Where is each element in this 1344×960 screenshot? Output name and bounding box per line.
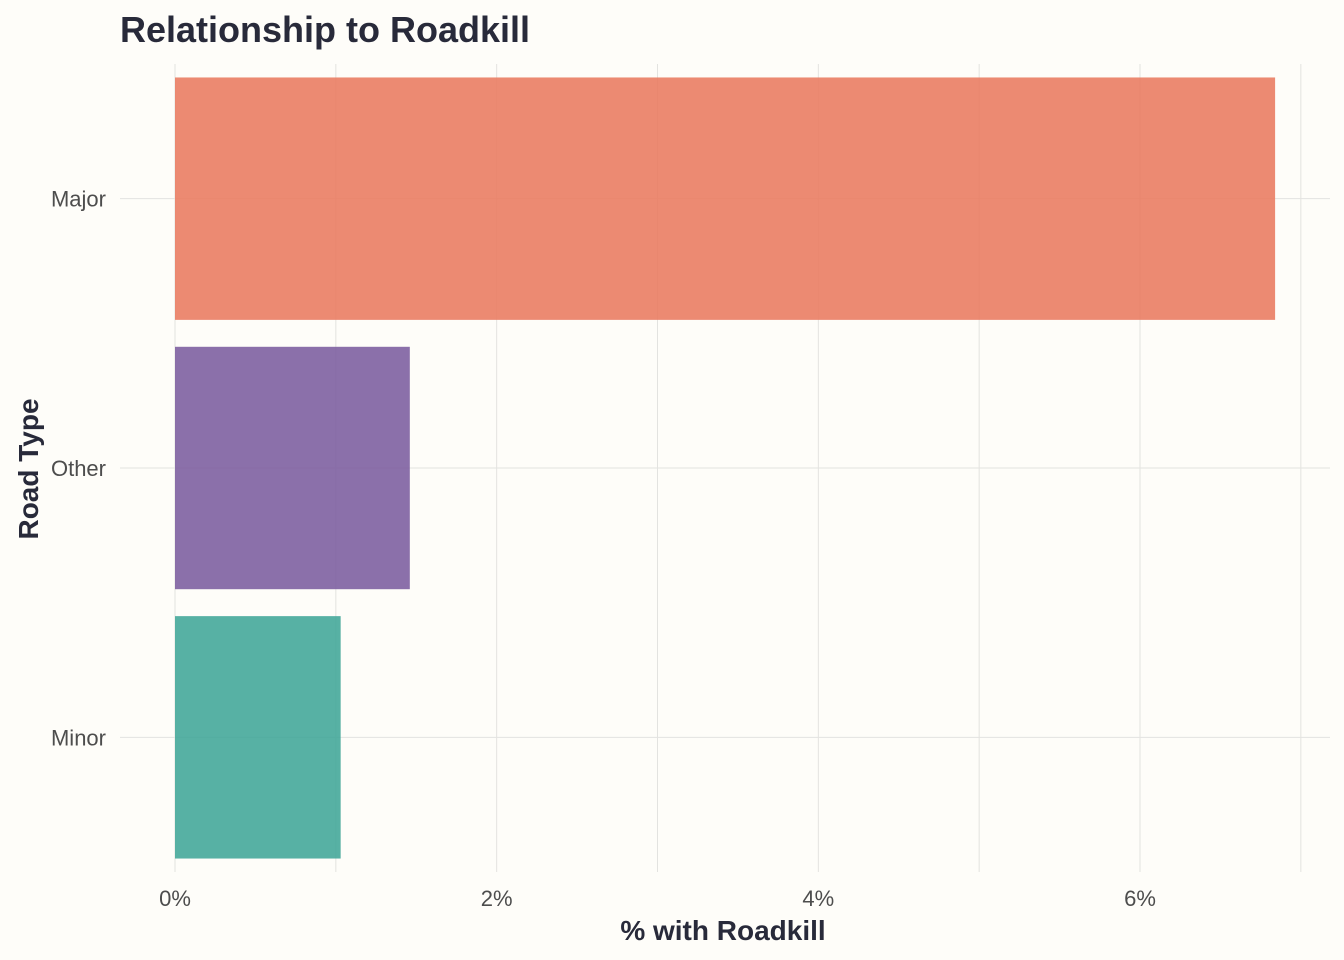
y-tick-label-major: Major xyxy=(51,187,106,212)
x-axis-title: % with Roadkill xyxy=(620,915,825,946)
bar-major xyxy=(175,77,1276,320)
x-tick-labels: 0% 2% 4% 6% xyxy=(159,886,1156,911)
x-tick-label-3: 6% xyxy=(1124,886,1156,911)
bar-minor xyxy=(175,616,341,859)
x-tick-label-0: 0% xyxy=(159,886,191,911)
bars xyxy=(175,77,1276,859)
y-tick-labels: Major Other Minor xyxy=(51,187,106,751)
y-axis-title: Road Type xyxy=(13,398,44,539)
y-tick-label-other: Other xyxy=(51,456,106,481)
x-tick-label-1: 2% xyxy=(481,886,513,911)
x-tick-label-2: 4% xyxy=(802,886,834,911)
chart-title: Relationship to Roadkill xyxy=(120,9,530,50)
y-tick-label-minor: Minor xyxy=(51,725,106,750)
bar-other xyxy=(175,346,410,590)
